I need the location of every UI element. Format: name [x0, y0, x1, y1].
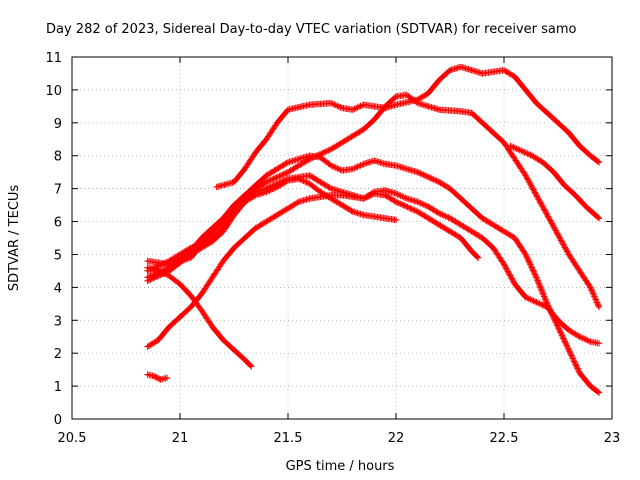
y-tick-label: 6 — [54, 216, 62, 231]
y-tick-label: 9 — [54, 117, 62, 132]
series-track-e — [144, 175, 400, 275]
series-markers — [144, 175, 400, 275]
series-track-i — [507, 142, 603, 222]
series-markers — [144, 371, 171, 383]
y-tick-label: 3 — [54, 314, 62, 329]
x-axis-label: GPS time / hours — [286, 459, 395, 474]
y-axis-label: SDTVAR / TECUs — [7, 185, 22, 292]
x-tick-label: 23 — [604, 431, 621, 446]
series-markers — [507, 142, 603, 222]
x-tick-label: 21 — [172, 431, 189, 446]
series-markers — [144, 264, 255, 370]
y-tick-label: 8 — [54, 150, 62, 165]
y-tick-label: 4 — [54, 281, 62, 296]
y-tick-label: 2 — [54, 347, 62, 362]
series-track-a — [213, 63, 603, 191]
chart-title: Day 282 of 2023, Sidereal Day-to-day VTE… — [46, 22, 577, 37]
series-track-c — [144, 152, 603, 396]
series-markers — [144, 187, 603, 350]
data-series — [144, 63, 603, 396]
x-tick-label: 20.5 — [58, 431, 87, 446]
y-tick-label: 11 — [45, 51, 62, 66]
series-track-g — [144, 264, 255, 370]
y-tick-label: 10 — [45, 84, 62, 99]
y-tick-label: 5 — [54, 248, 62, 263]
series-markers — [144, 152, 603, 396]
series-track-f — [144, 187, 603, 350]
x-tick-label: 22.5 — [490, 431, 519, 446]
grid — [72, 57, 612, 419]
x-tick-label: 21.5 — [274, 431, 303, 446]
y-tick-label: 1 — [54, 380, 62, 395]
y-tick-label: 7 — [54, 183, 62, 198]
y-tick-label: 0 — [54, 413, 62, 428]
series-markers — [213, 63, 603, 191]
series-track-h — [144, 371, 171, 383]
plot-frame — [71, 56, 613, 420]
x-tick-label: 22 — [388, 431, 405, 446]
